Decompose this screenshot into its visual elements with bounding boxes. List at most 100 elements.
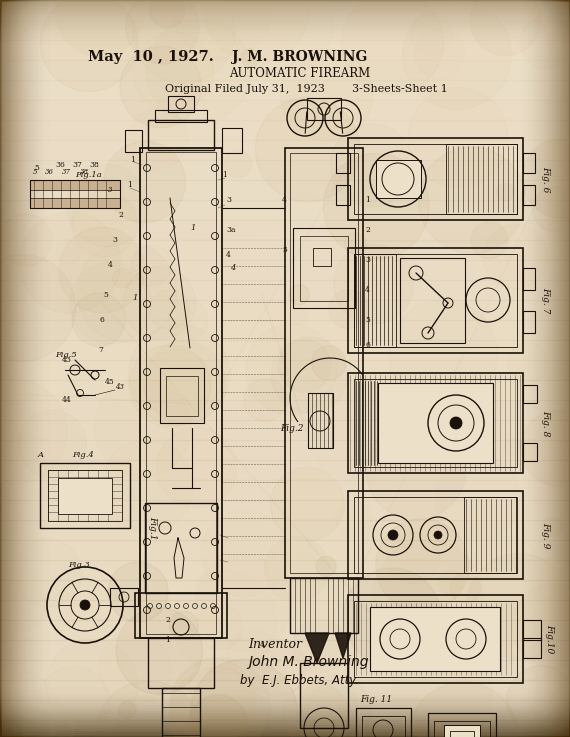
Bar — [0, 600, 570, 620]
Text: May  10 , 1927.: May 10 , 1927. — [88, 50, 214, 64]
Circle shape — [271, 467, 344, 541]
Bar — [548, 0, 570, 737]
Bar — [0, 721, 570, 737]
Bar — [524, 0, 570, 737]
Bar — [166, 376, 198, 416]
Bar — [308, 393, 333, 448]
Text: 2: 2 — [365, 226, 370, 234]
Text: Fig.1: Fig.1 — [148, 516, 157, 539]
Bar — [0, 0, 570, 54]
Text: 4: 4 — [230, 264, 235, 272]
Text: 2: 2 — [165, 616, 170, 624]
Circle shape — [191, 659, 298, 737]
Bar — [362, 716, 405, 737]
Bar — [0, 0, 10, 737]
Bar — [0, 520, 570, 540]
Bar — [0, 0, 32, 737]
Text: 1: 1 — [165, 636, 170, 644]
Text: A: A — [38, 451, 44, 459]
Text: Fig. 7: Fig. 7 — [541, 287, 550, 313]
Circle shape — [434, 531, 442, 539]
Bar — [135, 593, 227, 638]
Text: 4: 4 — [282, 196, 287, 204]
Bar — [0, 0, 6, 737]
Text: 44: 44 — [62, 396, 72, 404]
Bar — [0, 711, 570, 737]
Circle shape — [289, 284, 310, 305]
Text: 43: 43 — [62, 356, 72, 364]
Bar — [162, 688, 200, 737]
Bar — [0, 0, 570, 22]
Text: 1: 1 — [222, 171, 227, 179]
Bar — [0, 685, 570, 737]
Text: 5: 5 — [282, 246, 287, 254]
Bar — [554, 0, 570, 737]
Bar — [0, 0, 40, 737]
Bar — [0, 0, 52, 737]
Bar — [552, 0, 570, 737]
Text: 5: 5 — [33, 168, 38, 176]
Text: Fig.3: Fig.3 — [68, 561, 89, 569]
Circle shape — [522, 139, 570, 218]
Bar — [370, 607, 500, 671]
Bar — [348, 491, 523, 579]
Bar — [568, 0, 570, 737]
Circle shape — [496, 184, 514, 201]
Bar — [530, 0, 570, 737]
Text: Original Filed July 31,  1923: Original Filed July 31, 1923 — [165, 84, 325, 94]
Bar — [0, 400, 570, 420]
Bar — [125, 130, 142, 152]
Bar — [0, 697, 570, 737]
Bar — [0, 200, 570, 220]
Circle shape — [483, 225, 548, 289]
Bar — [354, 144, 517, 214]
Text: 45: 45 — [105, 378, 115, 386]
Bar — [30, 198, 120, 208]
Bar — [0, 705, 570, 737]
Bar — [0, 731, 570, 737]
Bar — [0, 0, 570, 28]
Circle shape — [323, 153, 429, 259]
Text: Fig. 11: Fig. 11 — [360, 696, 392, 705]
Bar — [532, 0, 570, 737]
Text: 1: 1 — [130, 156, 135, 164]
Bar — [564, 0, 570, 737]
Bar — [0, 0, 42, 737]
Text: 3-Sheets-Sheet 1: 3-Sheets-Sheet 1 — [352, 84, 448, 94]
Bar — [0, 500, 570, 520]
Circle shape — [108, 562, 168, 622]
Circle shape — [188, 695, 248, 737]
Bar — [0, 0, 570, 48]
Bar — [0, 729, 570, 737]
Bar — [290, 153, 358, 573]
Circle shape — [344, 568, 441, 666]
Bar — [354, 379, 517, 467]
Bar — [558, 0, 570, 737]
Text: AUTOMATIC FIREARM: AUTOMATIC FIREARM — [229, 66, 370, 80]
Text: 4: 4 — [260, 641, 265, 649]
Bar — [0, 0, 48, 737]
Bar — [146, 152, 216, 634]
Text: 37: 37 — [62, 168, 71, 176]
Text: 6: 6 — [100, 316, 105, 324]
Bar — [0, 0, 26, 737]
Bar — [378, 383, 493, 463]
Text: 3a: 3a — [226, 226, 235, 234]
Text: 3: 3 — [226, 196, 231, 204]
Bar — [354, 254, 517, 347]
Circle shape — [241, 49, 259, 67]
Text: Fig. 9: Fig. 9 — [541, 522, 550, 548]
Bar — [30, 180, 120, 208]
Bar — [0, 695, 570, 737]
Bar — [0, 0, 18, 737]
Bar — [0, 0, 570, 50]
Bar — [0, 480, 570, 500]
Text: 1: 1 — [127, 181, 132, 189]
Bar — [0, 620, 570, 640]
Bar — [0, 0, 570, 2]
Bar — [148, 120, 214, 150]
Bar — [0, 0, 570, 20]
Polygon shape — [305, 633, 329, 663]
Bar — [0, 340, 570, 360]
Bar — [0, 140, 570, 160]
